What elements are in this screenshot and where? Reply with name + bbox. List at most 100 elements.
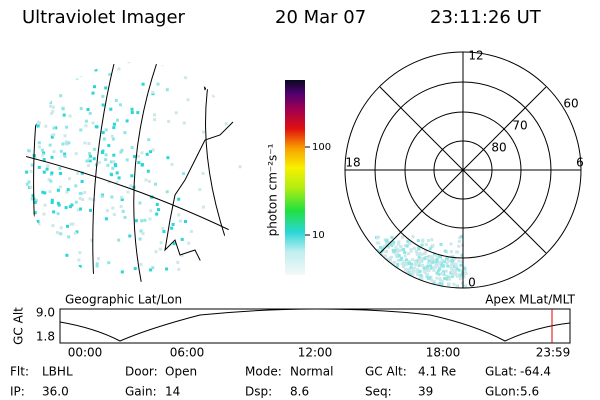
pixel bbox=[177, 267, 181, 271]
pixel bbox=[403, 244, 407, 248]
pixel bbox=[59, 94, 63, 98]
pixel bbox=[440, 280, 444, 283]
pixel bbox=[91, 121, 95, 125]
pixel bbox=[117, 176, 121, 180]
pixel bbox=[30, 112, 34, 116]
pixel bbox=[386, 273, 390, 277]
pixel bbox=[101, 103, 105, 107]
pixel bbox=[397, 281, 401, 285]
pixel bbox=[176, 260, 180, 264]
mlt-label: 12 bbox=[468, 49, 483, 63]
pixel bbox=[64, 140, 68, 144]
pixel bbox=[89, 208, 92, 212]
pixel bbox=[177, 197, 181, 201]
pixel bbox=[376, 249, 380, 253]
pixel bbox=[380, 273, 384, 276]
pixel bbox=[390, 235, 394, 239]
pixel bbox=[50, 198, 54, 202]
pixel bbox=[37, 141, 41, 145]
pixel bbox=[93, 85, 96, 89]
pixel bbox=[65, 125, 69, 129]
pixel bbox=[414, 281, 418, 284]
pixel bbox=[34, 244, 38, 248]
pixel bbox=[396, 269, 399, 273]
pixel bbox=[27, 180, 31, 184]
pixel bbox=[420, 282, 423, 286]
pixel bbox=[97, 257, 100, 261]
pixel bbox=[431, 255, 434, 259]
pixel bbox=[395, 277, 399, 281]
pixel bbox=[425, 256, 429, 260]
pixel bbox=[378, 263, 382, 267]
pixel bbox=[130, 174, 134, 178]
pixel bbox=[378, 276, 381, 279]
status-value: Normal bbox=[290, 365, 333, 379]
colorbar-label: photon cm⁻²s⁻¹ bbox=[266, 143, 280, 236]
pixel bbox=[119, 205, 123, 208]
pixel bbox=[411, 272, 415, 276]
pixel bbox=[431, 244, 435, 248]
pixel bbox=[458, 277, 462, 281]
pixel bbox=[115, 181, 119, 185]
pixel bbox=[189, 229, 193, 233]
pixel bbox=[49, 80, 53, 84]
pixel bbox=[459, 273, 463, 277]
pixel bbox=[422, 284, 426, 288]
pixel bbox=[414, 260, 418, 264]
pixel bbox=[146, 169, 150, 173]
pixel bbox=[438, 260, 442, 264]
pixel bbox=[63, 154, 67, 158]
status-value: 4.1 Re bbox=[418, 365, 456, 379]
pixel bbox=[429, 255, 432, 258]
pixel bbox=[58, 185, 62, 189]
pixel bbox=[147, 179, 151, 183]
pixel bbox=[186, 98, 190, 102]
pixel bbox=[386, 281, 390, 285]
pixel bbox=[31, 194, 35, 198]
pixel bbox=[65, 68, 69, 72]
pixel bbox=[457, 268, 461, 272]
pixel bbox=[38, 80, 42, 84]
pixel bbox=[454, 262, 458, 266]
pixel bbox=[25, 122, 29, 126]
pixel bbox=[92, 157, 96, 161]
pixel bbox=[41, 190, 45, 194]
pixel bbox=[180, 237, 184, 241]
pixel bbox=[165, 88, 169, 92]
pixel bbox=[69, 67, 73, 71]
pixel bbox=[389, 268, 393, 272]
pixel bbox=[37, 145, 41, 149]
pixel bbox=[376, 236, 380, 240]
pixel bbox=[400, 256, 404, 260]
pixel bbox=[430, 259, 434, 262]
pixel bbox=[422, 269, 426, 273]
time-tick-label: 18:00 bbox=[426, 346, 461, 360]
time-axis: 00:00 06:00 12:00 18:00 23:59 bbox=[68, 346, 571, 360]
pixel bbox=[28, 231, 32, 235]
pixel bbox=[440, 283, 444, 286]
pixel bbox=[404, 268, 408, 272]
pixel bbox=[27, 149, 31, 153]
pixel bbox=[61, 142, 65, 146]
pixel bbox=[457, 239, 461, 243]
pixel bbox=[224, 122, 228, 126]
pixel bbox=[399, 277, 402, 281]
pixel bbox=[48, 79, 52, 83]
title: Ultraviolet Imager bbox=[22, 7, 186, 28]
pixel bbox=[383, 269, 387, 273]
pixel bbox=[418, 277, 422, 280]
pixel bbox=[49, 266, 53, 270]
pixel bbox=[435, 260, 439, 264]
pixel bbox=[416, 239, 420, 243]
pixel bbox=[133, 267, 137, 271]
status-label: GLon: bbox=[485, 385, 520, 399]
pixel bbox=[462, 284, 466, 288]
pixel bbox=[443, 277, 447, 280]
status-value: LBHL bbox=[42, 365, 73, 379]
pixel bbox=[418, 269, 422, 273]
pixel bbox=[212, 94, 216, 98]
pixel bbox=[130, 146, 134, 149]
pixel bbox=[415, 252, 419, 256]
pixel bbox=[380, 273, 384, 277]
pixel bbox=[37, 222, 41, 226]
